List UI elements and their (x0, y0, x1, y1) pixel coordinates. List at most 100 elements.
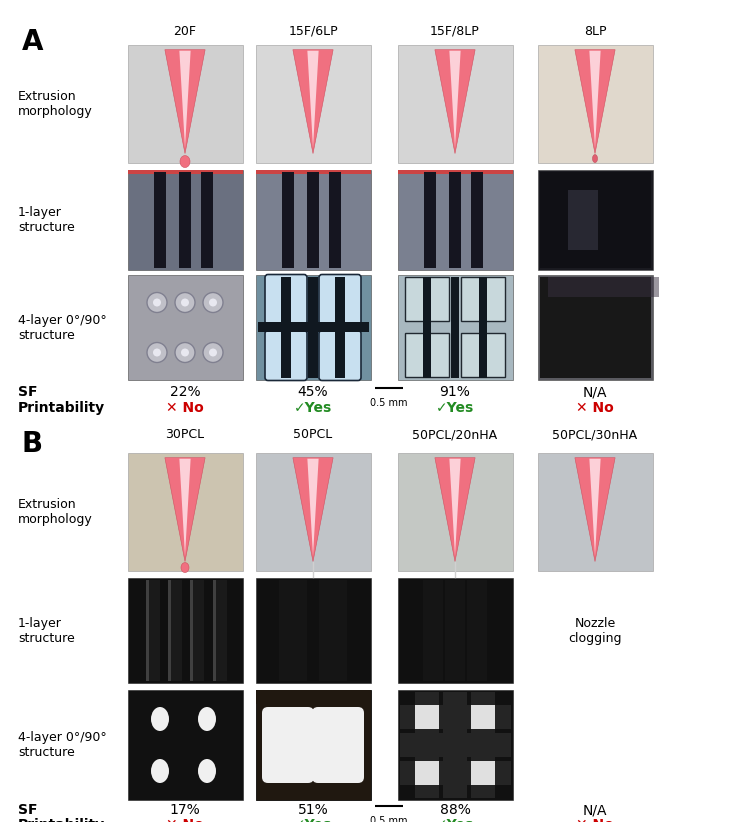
FancyBboxPatch shape (265, 275, 307, 325)
Text: 91%: 91% (440, 385, 470, 399)
Text: ✓Yes: ✓Yes (436, 401, 474, 415)
Text: 50PCL: 50PCL (294, 428, 333, 441)
Bar (479, 277, 487, 378)
Bar (398, 45, 513, 163)
FancyBboxPatch shape (265, 330, 307, 381)
Polygon shape (165, 458, 205, 561)
Text: Printability: Printability (18, 401, 105, 415)
Ellipse shape (209, 349, 217, 357)
Bar (540, 172, 651, 268)
Bar (400, 733, 511, 757)
Text: ✕ No: ✕ No (166, 401, 204, 415)
Bar (281, 277, 291, 378)
Bar (258, 322, 369, 333)
Text: 45%: 45% (297, 385, 328, 399)
Text: ✕ No: ✕ No (576, 818, 614, 822)
Polygon shape (293, 49, 333, 154)
FancyBboxPatch shape (262, 707, 314, 783)
Text: 22%: 22% (170, 385, 200, 399)
Text: 50PCL/20nHA: 50PCL/20nHA (413, 428, 497, 441)
Bar (423, 277, 431, 378)
FancyBboxPatch shape (461, 334, 505, 377)
Text: 4-layer 0°/90°
structure: 4-layer 0°/90° structure (18, 313, 107, 341)
Polygon shape (589, 459, 601, 556)
Ellipse shape (181, 349, 189, 357)
Polygon shape (435, 49, 475, 154)
Text: 1-layer
structure: 1-layer structure (18, 206, 75, 234)
FancyBboxPatch shape (405, 334, 449, 377)
Bar (179, 172, 191, 268)
Bar (168, 580, 171, 681)
FancyBboxPatch shape (312, 707, 364, 783)
Text: Nozzle
clogging: Nozzle clogging (568, 616, 622, 644)
Bar (128, 275, 243, 380)
Bar (168, 580, 182, 681)
Text: 0.5 mm: 0.5 mm (370, 398, 407, 408)
Bar (154, 172, 166, 268)
Bar (128, 453, 243, 571)
Ellipse shape (153, 298, 161, 307)
Bar (398, 453, 513, 571)
Bar (201, 172, 213, 268)
Bar (400, 761, 511, 785)
Polygon shape (165, 49, 205, 154)
Text: 4-layer 0°/90°
structure: 4-layer 0°/90° structure (18, 731, 107, 759)
Ellipse shape (153, 349, 161, 357)
Polygon shape (575, 458, 615, 561)
Ellipse shape (592, 155, 598, 163)
Text: A: A (22, 28, 43, 56)
Text: ✓Yes: ✓Yes (294, 401, 332, 415)
Ellipse shape (151, 759, 169, 783)
Text: Extrusion
morphology: Extrusion morphology (18, 90, 93, 118)
Ellipse shape (147, 343, 167, 363)
Text: ✓Yes: ✓Yes (294, 818, 332, 822)
Text: 15F/6LP: 15F/6LP (288, 25, 338, 38)
Bar (146, 580, 149, 681)
Bar (449, 172, 461, 268)
Bar (471, 705, 495, 729)
Ellipse shape (180, 155, 190, 168)
Bar (467, 580, 487, 681)
Ellipse shape (181, 562, 189, 573)
Bar (451, 277, 459, 378)
Bar (256, 275, 371, 380)
Bar (548, 277, 659, 297)
Text: ✕ No: ✕ No (166, 818, 204, 822)
Text: 20F: 20F (174, 25, 196, 38)
Text: N/A: N/A (583, 385, 607, 399)
Bar (568, 190, 598, 250)
Bar (279, 580, 307, 681)
Bar (256, 453, 371, 571)
Bar (398, 578, 513, 683)
Text: B: B (22, 430, 43, 458)
Polygon shape (449, 51, 461, 148)
Bar (256, 578, 371, 683)
Bar (256, 170, 371, 270)
Ellipse shape (181, 298, 189, 307)
Bar (423, 580, 443, 681)
Bar (538, 45, 653, 163)
Bar (415, 705, 439, 729)
Text: 17%: 17% (169, 803, 201, 817)
Bar (398, 170, 513, 174)
Polygon shape (307, 51, 318, 148)
Bar (128, 690, 243, 800)
Bar (146, 580, 160, 681)
Polygon shape (307, 459, 318, 556)
Bar (398, 690, 513, 800)
Bar (128, 45, 243, 163)
Polygon shape (449, 459, 461, 556)
Ellipse shape (203, 343, 223, 363)
Bar (538, 275, 653, 380)
Bar (256, 45, 371, 163)
Bar (190, 580, 204, 681)
Ellipse shape (198, 759, 216, 783)
Bar (398, 170, 513, 270)
Text: ✕ No: ✕ No (576, 401, 614, 415)
Bar (415, 692, 439, 798)
Bar (471, 692, 495, 798)
Text: 88%: 88% (440, 803, 470, 817)
Text: N/A: N/A (583, 803, 607, 817)
Polygon shape (179, 459, 191, 556)
Ellipse shape (203, 293, 223, 312)
